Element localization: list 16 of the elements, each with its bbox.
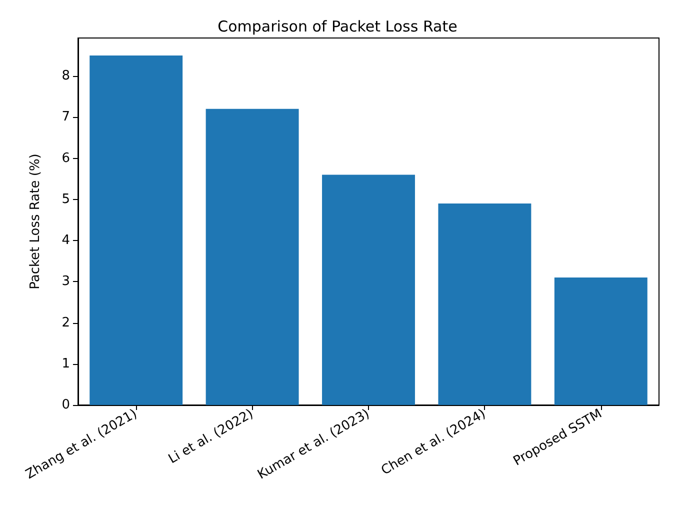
bar bbox=[438, 204, 532, 405]
bar bbox=[322, 174, 415, 405]
bar bbox=[554, 278, 648, 405]
bar bbox=[206, 108, 299, 405]
y-tick-label: 7 bbox=[62, 110, 70, 125]
y-tick-label: 2 bbox=[62, 315, 70, 330]
y-tick-label: 1 bbox=[62, 356, 70, 372]
y-tick-label: 4 bbox=[62, 233, 70, 248]
y-tick-label: 3 bbox=[62, 274, 70, 290]
y-tick-label: 0 bbox=[62, 398, 70, 412]
y-axis-title: Packet Loss Rate (%) bbox=[28, 154, 43, 290]
y-tick-label: 6 bbox=[62, 150, 70, 166]
y-tick-label: 8 bbox=[62, 68, 70, 84]
bar bbox=[90, 55, 183, 405]
chart-title: Comparison of Packet Loss Rate bbox=[218, 18, 458, 36]
y-tick-label: 5 bbox=[62, 192, 70, 207]
